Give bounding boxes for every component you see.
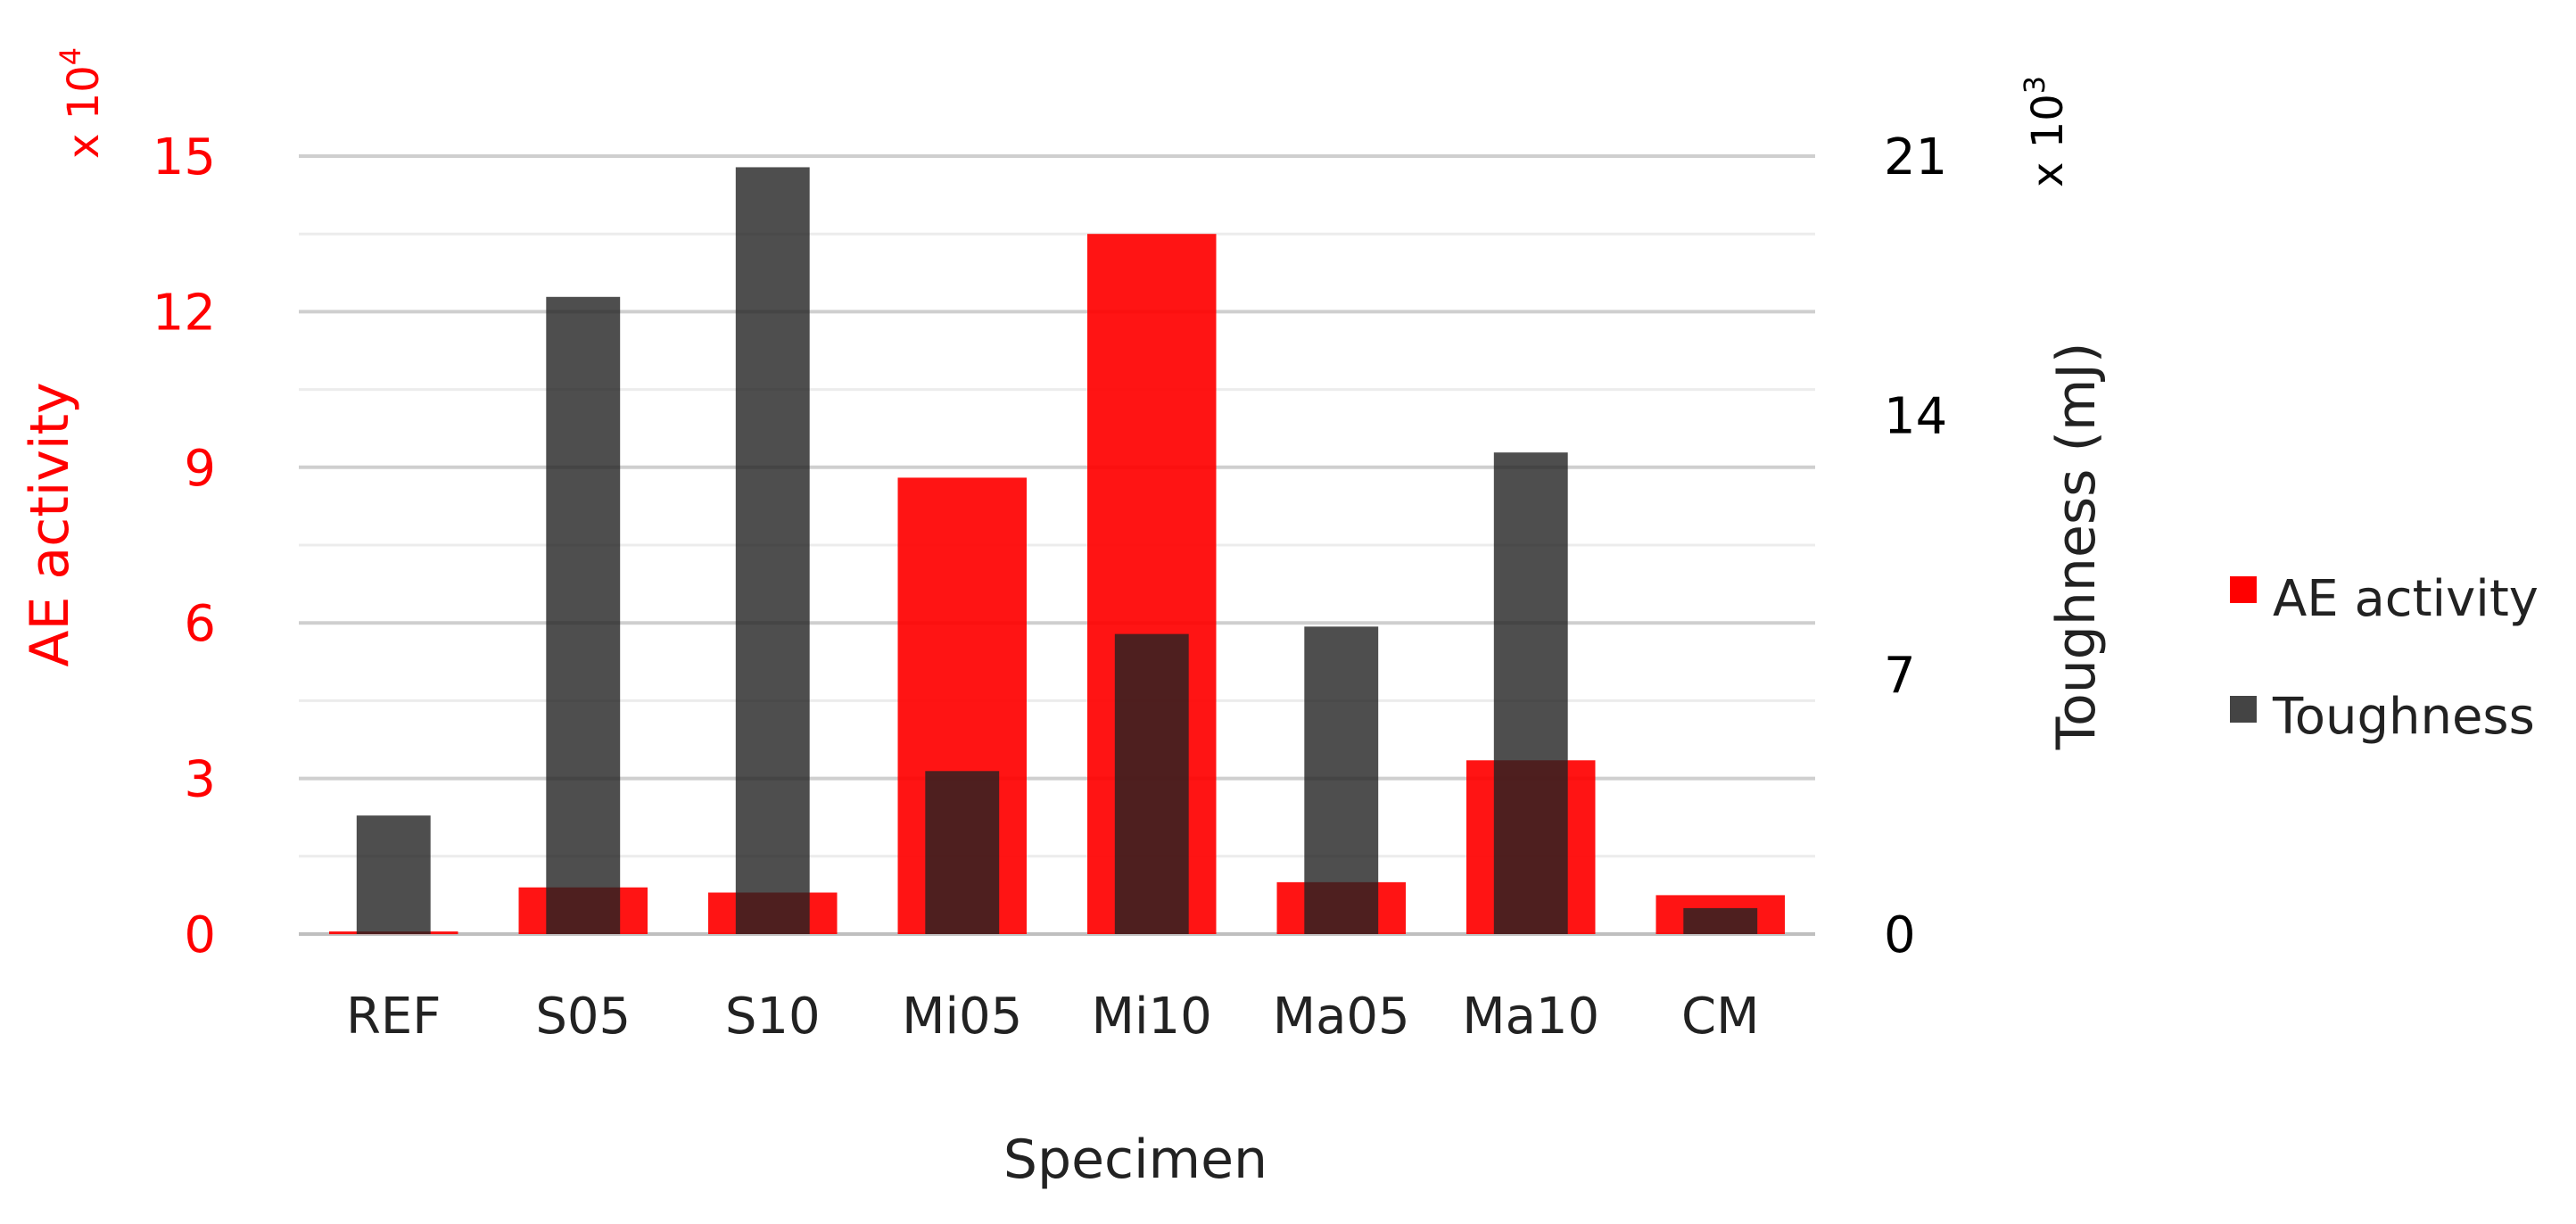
toughness-bar-mi10	[1114, 633, 1189, 934]
left-axis-multiplier: x 104	[54, 47, 109, 159]
right-axis-multiplier: x 103	[2018, 76, 2073, 187]
toughness-bar-s05	[546, 296, 621, 934]
bars	[329, 167, 1785, 935]
toughness-bar-ref	[356, 815, 431, 934]
right-multiplier-exponent: 3	[2018, 76, 2052, 94]
x-axis-ticks: REF S05 S10 Mi05 Mi10 Ma05 Ma10 CM	[346, 988, 1759, 1046]
left-multiplier-base: x 10	[59, 65, 109, 159]
right-tick-label: 21	[1884, 128, 1947, 186]
toughness-bar-cm	[1683, 907, 1758, 934]
right-tick-label: 7	[1884, 647, 1916, 705]
x-tick-label: S05	[535, 988, 631, 1046]
left-tick-label: 0	[184, 906, 216, 964]
right-multiplier-base: x 10	[2023, 94, 2073, 187]
x-tick-label: Mi05	[902, 988, 1022, 1046]
left-tick-label: 15	[153, 128, 216, 186]
toughness-bar-ma05	[1304, 626, 1379, 934]
x-tick-label: Ma10	[1462, 988, 1599, 1046]
left-multiplier-exponent: 4	[54, 47, 87, 65]
right-tick-label: 0	[1884, 906, 1916, 964]
x-axis-title: Specimen	[1003, 1129, 1267, 1191]
left-tick-label: 3	[184, 751, 216, 809]
x-tick-label: REF	[346, 988, 442, 1046]
x-tick-label: CM	[1681, 988, 1759, 1046]
left-tick-label: 6	[184, 595, 216, 653]
right-axis-title: Toughness (mJ)	[2045, 343, 2108, 751]
x-tick-label: Mi10	[1092, 988, 1212, 1046]
toughness-bar-ma10	[1493, 452, 1568, 934]
x-tick-label: Ma05	[1273, 988, 1410, 1046]
left-axis-ticks: 0 3 6 9 12 15	[153, 128, 216, 964]
toughness-bar-s10	[735, 167, 810, 934]
legend-swatch-ae-activity	[2230, 576, 2257, 603]
left-axis-title: AE activity	[19, 382, 81, 666]
legend: AE activity Toughness	[2230, 570, 2539, 746]
left-tick-label: 12	[153, 284, 216, 342]
right-tick-label: 14	[1884, 388, 1947, 446]
x-tick-label: S10	[725, 988, 821, 1046]
legend-swatch-toughness	[2230, 696, 2257, 723]
legend-label-ae-activity: AE activity	[2273, 570, 2539, 628]
toughness-bar-mi05	[925, 771, 1000, 934]
legend-label-toughness: Toughness	[2272, 688, 2535, 746]
right-axis-ticks: 0 7 14 21	[1884, 128, 1947, 964]
left-tick-label: 9	[184, 440, 216, 498]
